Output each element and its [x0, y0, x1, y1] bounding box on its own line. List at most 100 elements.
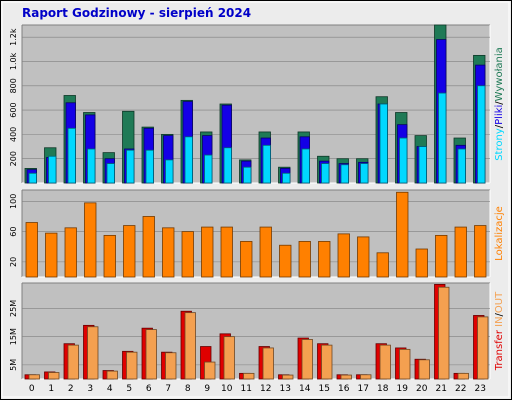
- bar-middle-visits: [64, 227, 77, 278]
- panel-top: 2004006008001.0k1.2kStrony/Pliki/Wywołan…: [9, 24, 505, 184]
- bar-top-pages: [48, 155, 57, 184]
- bar-top-pages: [126, 149, 135, 184]
- x-tick-label: 14: [299, 384, 311, 394]
- bar-bottom-kbout: [223, 336, 235, 380]
- bar-middle-visits: [181, 231, 194, 278]
- bar-bottom-kbout: [321, 344, 333, 380]
- bar-top-pages: [321, 163, 330, 184]
- bar-bottom-kbout: [340, 374, 352, 380]
- x-tick-label: 2: [68, 384, 74, 394]
- bar-middle-visits: [201, 226, 214, 278]
- bar-middle-visits: [318, 241, 331, 278]
- bar-bottom-kbout: [379, 344, 391, 380]
- panel-middle-y-tick-label: 100: [9, 194, 18, 209]
- bar-bottom-kbout: [438, 286, 450, 380]
- bar-bottom-kbout: [48, 372, 60, 380]
- x-tick-label: 6: [146, 384, 152, 394]
- bar-middle-visits: [103, 234, 116, 278]
- x-tick-label: 22: [455, 384, 466, 394]
- x-tick-label: 9: [204, 384, 210, 394]
- panel-top-y-tick-label: 1.0k: [9, 52, 18, 70]
- x-axis-hour-labels: 0 1 2 3 4 5 6 7 8 9 10 11 12 13 14 15 16 17 18 19 20 21 22 23: [29, 384, 486, 394]
- bar-middle-visits: [123, 225, 136, 278]
- x-tick-label: 13: [280, 384, 291, 394]
- x-tick-label: 1: [48, 384, 54, 394]
- bar-middle-visits: [220, 226, 233, 278]
- x-tick-label: 3: [87, 384, 93, 394]
- bar-middle-visits: [142, 216, 155, 278]
- panel-bottom-y-tick-label: 15M: [9, 328, 18, 345]
- x-tick-label: 8: [185, 384, 191, 394]
- bar-top-pages: [360, 163, 369, 184]
- x-tick-label: 19: [397, 384, 409, 394]
- side-label-part: /: [494, 312, 505, 316]
- panel-middle-plot-area: [22, 190, 490, 277]
- bar-top-pages: [418, 146, 427, 184]
- x-tick-label: 12: [260, 384, 271, 394]
- panel-top-y-tick-label: 1.2k: [9, 28, 18, 46]
- bar-top-pages: [28, 172, 37, 184]
- bar-middle-visits: [259, 226, 272, 278]
- x-tick-label: 0: [29, 384, 35, 394]
- bar-top-pages: [223, 147, 232, 184]
- bar-bottom-kbout: [184, 312, 196, 380]
- bar-bottom-kbout: [418, 359, 430, 380]
- bar-middle-visits: [25, 222, 38, 278]
- bar-bottom-kbout: [262, 347, 274, 380]
- bar-middle-visits: [298, 241, 311, 278]
- bar-bottom-kbout: [106, 370, 118, 380]
- x-tick-label: 4: [107, 384, 113, 394]
- bar-top-pages: [165, 159, 174, 184]
- panel-bottom-side-label: Transfer IN/OUT: [494, 291, 505, 371]
- bar-top-pages: [106, 163, 115, 184]
- bar-bottom-kbout: [360, 374, 372, 380]
- x-tick-label: 16: [338, 384, 350, 394]
- x-tick-label: 10: [221, 384, 233, 394]
- panel-top-plot-area: [22, 25, 490, 183]
- x-tick-label: 18: [377, 384, 389, 394]
- bar-top-pages: [243, 166, 252, 184]
- side-label-part: Transfer: [494, 329, 505, 371]
- bar-top-pages: [399, 137, 408, 184]
- panel-bottom: 5M 15M 25M Transfer IN/OUT: [9, 282, 505, 380]
- bar-bottom-kbout: [28, 374, 40, 380]
- bar-top-pages: [457, 148, 466, 184]
- bar-top-pages: [262, 144, 271, 184]
- side-label-part: Strony: [494, 128, 505, 161]
- bar-middle-visits: [279, 244, 292, 278]
- bar-middle-visits: [240, 241, 253, 278]
- panel-bottom-y-tick-label: 25M: [9, 300, 18, 317]
- bar-top-pages: [340, 164, 349, 184]
- side-label-part: IN: [494, 316, 505, 330]
- bar-top-pages: [477, 85, 486, 184]
- bar-top-pages: [87, 148, 96, 184]
- bar-top-pages: [438, 92, 447, 184]
- bar-top-pages: [282, 172, 291, 184]
- x-tick-label: 17: [358, 384, 369, 394]
- bar-bottom-kbout: [301, 339, 313, 380]
- x-tick-label: 23: [475, 384, 486, 394]
- bar-middle-visits: [45, 232, 58, 278]
- bar-middle-visits: [84, 202, 97, 278]
- bar-bottom-kbout: [457, 372, 469, 380]
- panel-bottom-plot-area: [22, 283, 490, 379]
- bar-middle-visits: [396, 191, 409, 278]
- bar-bottom-kbout: [399, 348, 411, 380]
- panel-middle-side-label: Lokalizacje: [494, 206, 505, 261]
- bar-middle-visits: [162, 227, 175, 278]
- side-label-part: Wywołania: [494, 47, 505, 101]
- bar-bottom-kbout: [204, 361, 216, 380]
- panel-top-side-label: Strony/Pliki/Wywołania: [494, 47, 505, 161]
- panel-top-y-tick-label: 800: [9, 78, 18, 93]
- side-label-part: /: [494, 101, 505, 105]
- side-label-part: Pliki: [494, 105, 505, 125]
- panel-middle-y-tick-label: 60: [9, 227, 18, 237]
- bar-top-pages: [67, 127, 76, 184]
- x-tick-label: 20: [416, 384, 428, 394]
- bar-bottom-kbout: [243, 372, 255, 380]
- bar-middle-visits: [376, 252, 389, 278]
- bar-top-pages: [379, 103, 388, 184]
- bar-bottom-kbout: [165, 352, 177, 380]
